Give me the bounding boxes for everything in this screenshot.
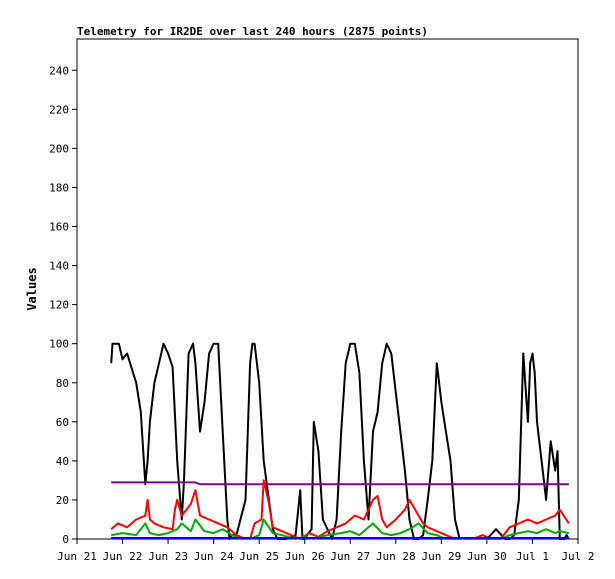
y-tick-label: 0 xyxy=(62,533,69,546)
x-tick-label: Jun 21 xyxy=(57,550,97,563)
y-tick-label: 220 xyxy=(49,103,69,116)
x-tick-label: Jun 30 xyxy=(467,550,507,563)
x-tick-label: Jun 23 xyxy=(148,550,188,563)
y-tick-label: 100 xyxy=(49,338,69,351)
y-tick-label: 40 xyxy=(56,455,69,468)
y-tick-label: 80 xyxy=(56,377,69,390)
series-group xyxy=(110,342,570,540)
x-tick-label: Jun 28 xyxy=(376,550,416,563)
y-tick-label: 60 xyxy=(56,416,69,429)
y-tick-label: 160 xyxy=(49,221,69,234)
y-axis-label: Values xyxy=(25,267,39,310)
x-tick-label: Jul 1 xyxy=(516,550,549,563)
y-axis: 0 20 40 60 80 100 120 140 160 180 200 220 240 xyxy=(49,64,77,546)
y-tick-label: 120 xyxy=(49,299,69,312)
series-line-2 xyxy=(111,481,569,486)
y-tick-label: 200 xyxy=(49,142,69,155)
chart-title: Telemetry for IR2DE over last 240 hours … xyxy=(77,25,428,38)
y-tick-label: 240 xyxy=(49,64,69,77)
plot-area xyxy=(76,38,579,540)
x-tick-label: Jun 27 xyxy=(330,550,370,563)
x-tick-label: Jun 29 xyxy=(421,550,461,563)
y-tick-label: 20 xyxy=(56,494,69,507)
x-tick-label: Jun 22 xyxy=(103,550,143,563)
x-tick-label: Jun 24 xyxy=(194,550,234,563)
y-tick-label: 140 xyxy=(49,260,69,273)
x-tick-label: Jun 26 xyxy=(285,550,325,563)
series-line-4 xyxy=(111,518,570,540)
x-axis: Jun 21 Jun 22 Jun 23 Jun 24 Jun 25 Jun 26 Jun … xyxy=(57,539,595,563)
y-tick-label: 180 xyxy=(49,181,69,194)
x-tick-label: Jul 2 xyxy=(561,550,594,563)
x-tick-label: Jun 25 xyxy=(239,550,279,563)
